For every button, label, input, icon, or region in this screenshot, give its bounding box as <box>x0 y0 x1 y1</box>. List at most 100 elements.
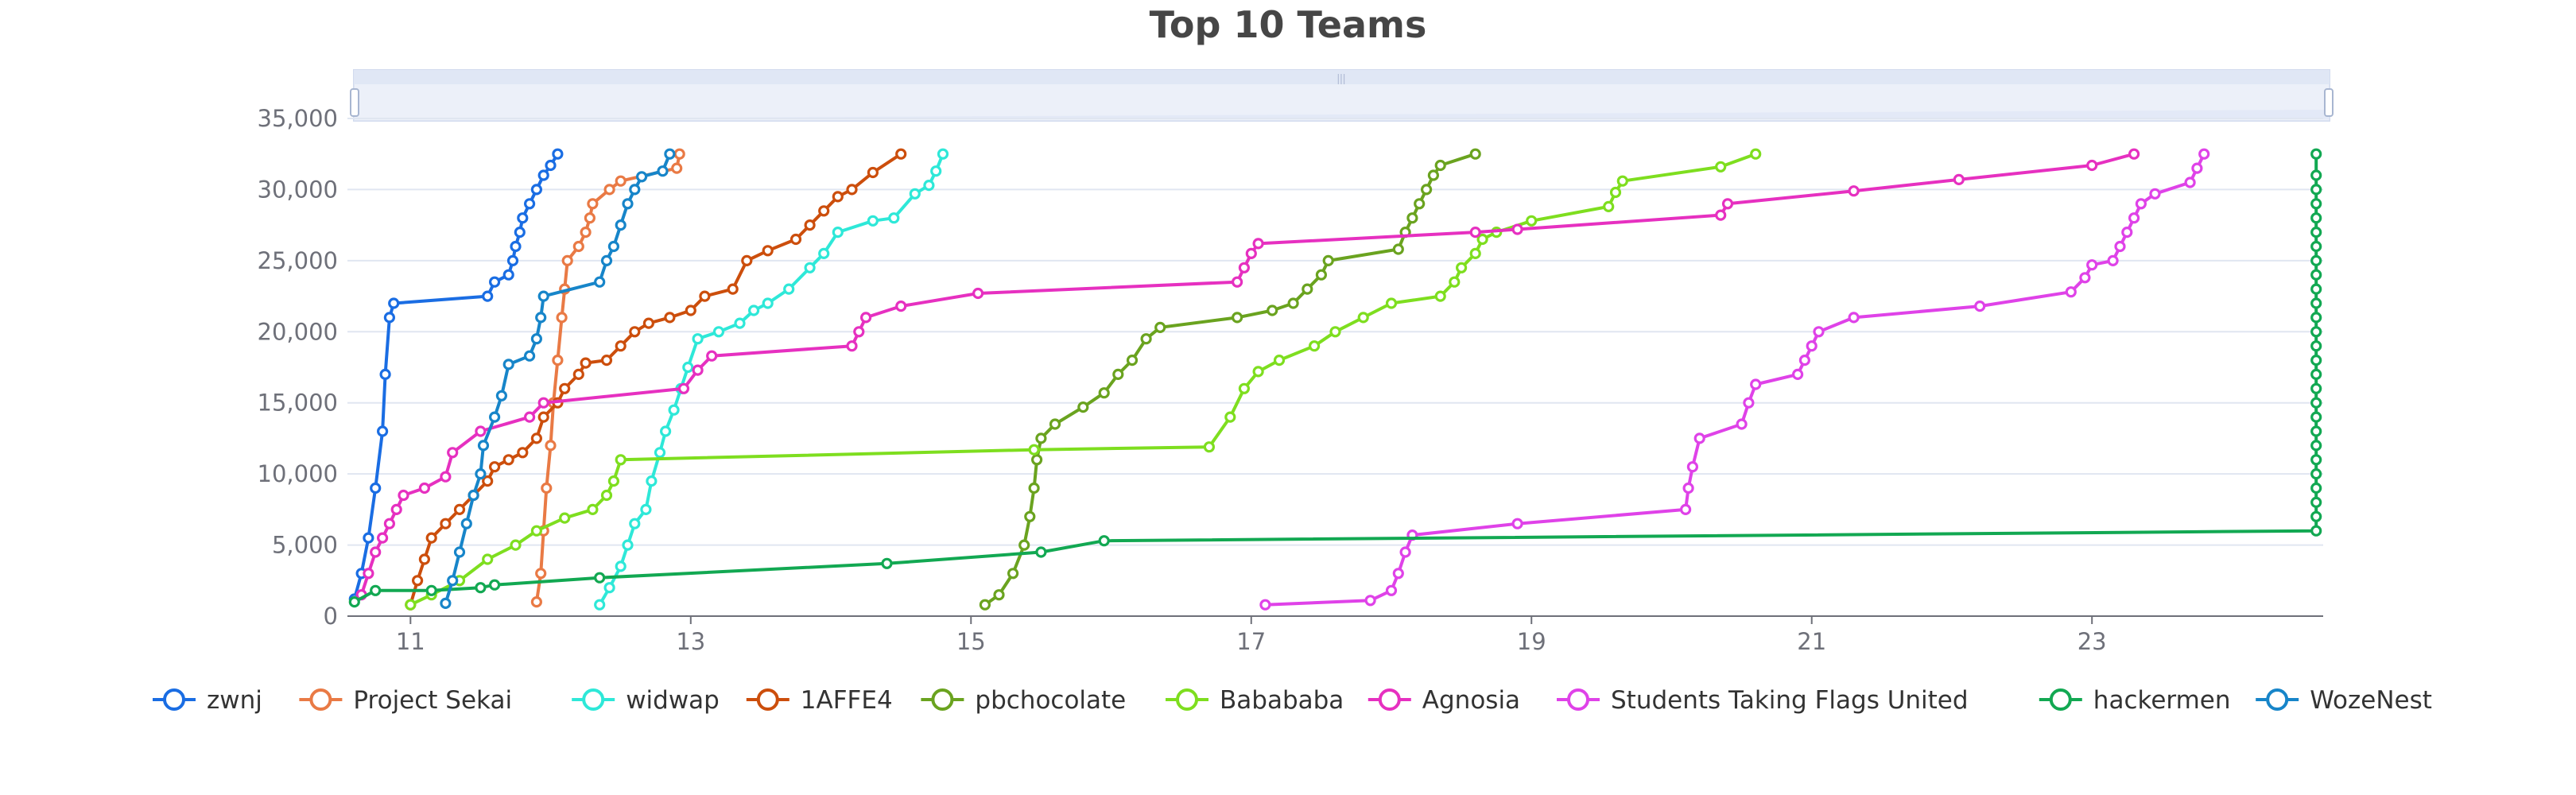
data-point[interactable] <box>895 148 907 160</box>
data-point[interactable] <box>635 171 648 183</box>
data-point[interactable] <box>440 518 452 529</box>
legend-item[interactable]: Babababa <box>1166 686 1344 715</box>
data-point[interactable] <box>467 489 479 502</box>
data-point[interactable] <box>2310 340 2322 352</box>
data-point[interactable] <box>1385 297 1398 309</box>
data-point[interactable] <box>2310 425 2322 437</box>
data-point[interactable] <box>475 425 487 437</box>
data-point[interactable] <box>370 546 382 558</box>
data-point[interactable] <box>888 212 900 224</box>
data-point[interactable] <box>937 148 949 160</box>
data-point[interactable] <box>523 411 536 423</box>
data-point[interactable] <box>530 184 543 196</box>
data-point[interactable] <box>447 575 459 587</box>
legend[interactable]: zwnj Project Sekai widwap 1AFFE4 pbchocolate… <box>153 686 2432 715</box>
data-point[interactable] <box>425 532 437 544</box>
data-point[interactable] <box>685 304 696 316</box>
data-point[interactable] <box>615 219 627 231</box>
data-point[interactable] <box>642 317 655 329</box>
data-point[interactable] <box>2310 525 2322 537</box>
data-point[interactable] <box>673 148 685 160</box>
data-point[interactable] <box>1231 312 1243 324</box>
data-point[interactable] <box>1049 418 1061 430</box>
data-point[interactable] <box>615 340 627 352</box>
data-point[interactable] <box>2121 227 2133 238</box>
data-point[interactable] <box>699 290 711 302</box>
data-point[interactable] <box>1420 184 1433 196</box>
data-point[interactable] <box>2198 148 2210 160</box>
data-point[interactable] <box>1098 387 1110 399</box>
data-point[interactable] <box>1267 304 1278 316</box>
data-point[interactable] <box>1813 326 1825 338</box>
data-point[interactable] <box>388 297 400 309</box>
data-zoom-top-handle[interactable] <box>354 70 2330 84</box>
data-point[interactable] <box>530 595 543 608</box>
data-point[interactable] <box>1252 366 1264 378</box>
data-point[interactable] <box>2149 188 2161 200</box>
data-point[interactable] <box>514 227 526 238</box>
data-point[interactable] <box>1682 482 1694 494</box>
data-point[interactable] <box>1259 599 1271 611</box>
data-point[interactable] <box>2128 148 2140 160</box>
data-point[interactable] <box>832 227 844 238</box>
data-point[interactable] <box>2191 162 2203 174</box>
data-point[interactable] <box>545 159 557 172</box>
data-point[interactable] <box>1974 301 1986 312</box>
data-point[interactable] <box>846 340 858 352</box>
data-point[interactable] <box>425 584 437 596</box>
legend-item[interactable]: 1AFFE4 <box>746 686 893 715</box>
data-point[interactable] <box>370 482 382 494</box>
data-point[interactable] <box>607 240 620 253</box>
data-point[interactable] <box>1806 340 1818 352</box>
data-point[interactable] <box>671 162 683 174</box>
legend-item[interactable]: Agnosia <box>1368 686 1520 715</box>
data-point[interactable] <box>2310 148 2322 160</box>
data-point[interactable] <box>615 454 627 466</box>
data-point[interactable] <box>1007 568 1019 580</box>
data-point[interactable] <box>377 532 389 544</box>
data-point[interactable] <box>1455 262 1468 273</box>
data-point[interactable] <box>1392 568 1404 580</box>
data-point[interactable] <box>482 553 494 565</box>
data-point[interactable] <box>488 579 501 591</box>
data-point[interactable] <box>603 184 615 196</box>
data-point[interactable] <box>1231 276 1243 288</box>
data-point[interactable] <box>1427 169 1440 181</box>
data-point[interactable] <box>556 312 568 324</box>
data-point[interactable] <box>1693 432 1705 444</box>
data-point[interactable] <box>1035 432 1047 444</box>
data-point[interactable] <box>440 597 452 610</box>
data-point[interactable] <box>2128 212 2140 224</box>
data-point[interactable] <box>1469 247 1481 259</box>
data-point[interactable] <box>909 188 921 200</box>
data-point[interactable] <box>2086 259 2098 271</box>
data-point[interactable] <box>832 191 844 203</box>
data-point[interactable] <box>594 599 606 611</box>
legend-item[interactable]: pbchocolate <box>921 686 1126 715</box>
data-point[interactable] <box>561 254 573 266</box>
data-point[interactable] <box>2184 176 2196 188</box>
data-point[interactable] <box>1469 148 1481 160</box>
data-point[interactable] <box>2310 496 2322 509</box>
data-point[interactable] <box>379 368 391 380</box>
data-point[interactable] <box>846 184 858 196</box>
data-point[interactable] <box>2114 240 2126 253</box>
data-point[interactable] <box>804 262 816 273</box>
data-point[interactable] <box>1322 254 1334 266</box>
data-point[interactable] <box>552 355 564 366</box>
data-point[interactable] <box>2310 312 2322 324</box>
data-point[interactable] <box>1953 173 1965 185</box>
data-point[interactable] <box>1315 269 1328 281</box>
data-point[interactable] <box>1750 378 1762 390</box>
data-point[interactable] <box>2310 269 2322 281</box>
data-point[interactable] <box>1721 198 1734 210</box>
data-point[interactable] <box>1024 510 1036 522</box>
data-point[interactable] <box>2310 411 2322 423</box>
data-point[interactable] <box>1798 355 1810 366</box>
data-point[interactable] <box>2310 482 2322 494</box>
data-point[interactable] <box>530 333 543 345</box>
data-point[interactable] <box>1511 223 1523 235</box>
data-point[interactable] <box>517 212 529 224</box>
data-point[interactable] <box>1616 175 1628 187</box>
data-point[interactable] <box>629 184 641 196</box>
